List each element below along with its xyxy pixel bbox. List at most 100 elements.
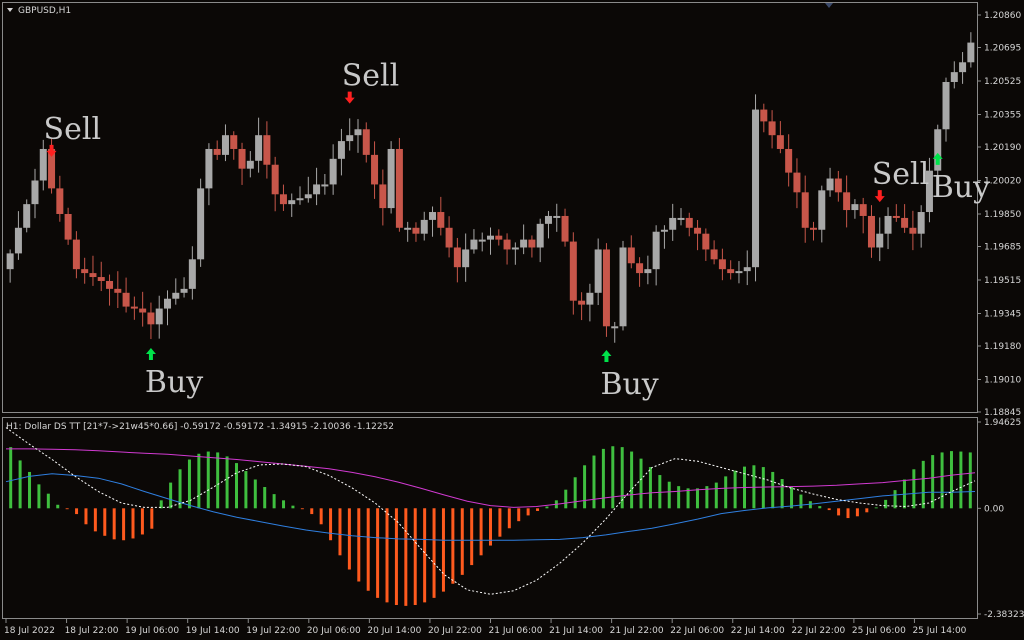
candle-body — [122, 292, 130, 307]
candle-body — [329, 158, 337, 185]
candle-body — [677, 217, 685, 220]
candle — [56, 175, 64, 222]
candle — [139, 291, 147, 327]
candle — [710, 240, 718, 265]
candle-body — [743, 267, 751, 272]
candle — [197, 178, 205, 267]
candle — [677, 208, 685, 226]
candle-body — [14, 227, 22, 254]
candle-body — [544, 215, 552, 224]
candle-body — [735, 271, 743, 274]
time-tick-label: 20 Jul 06:00 — [307, 626, 361, 636]
price-tick-label: 1.19850 — [984, 210, 1021, 220]
candle — [362, 122, 370, 163]
candle — [114, 271, 122, 308]
candle — [296, 186, 304, 205]
candle — [752, 94, 760, 282]
candle-body — [130, 306, 138, 309]
buy-label: Buy — [145, 365, 203, 400]
candle — [793, 158, 801, 209]
candle — [876, 217, 884, 262]
candle — [826, 167, 834, 197]
candle — [122, 277, 130, 313]
candle — [810, 221, 817, 241]
candle — [371, 141, 379, 199]
candle — [379, 169, 387, 226]
candle-body — [669, 217, 677, 230]
candle-body — [520, 239, 528, 248]
candle — [412, 222, 420, 242]
candle-body — [164, 298, 171, 309]
candle-body — [834, 178, 842, 193]
candle — [487, 227, 494, 255]
indicator-tick-label: 1.94625 — [984, 418, 1021, 428]
candle-body — [230, 135, 238, 149]
price-tick-label: 1.19685 — [984, 243, 1021, 253]
price-axis: 1.20860 1.20695 1.20525 1.20355 1.20190 1.200… — [977, 11, 1021, 418]
time-axis: 18 Jul 2022 18 Jul 22:00 19 Jul 06:00 19 Ju… — [4, 619, 967, 636]
candle — [801, 175, 809, 243]
price-tick-label: 1.19010 — [984, 375, 1021, 385]
candle-body — [867, 215, 875, 248]
candle-body — [321, 184, 329, 187]
time-tick-label: 18 Jul 2022 — [4, 626, 55, 636]
candle-body — [395, 148, 403, 228]
candle-body — [362, 129, 370, 155]
candle — [97, 261, 105, 292]
candle-body — [727, 269, 735, 274]
indicator-label: H1: Dollar DS TT [21*7->21w45*0.66] -0.5… — [6, 422, 394, 432]
time-tick-label: 21 Jul 14:00 — [549, 626, 603, 636]
candle-body — [213, 148, 221, 155]
time-tick-label: 25 Jul 06:00 — [852, 626, 906, 636]
candle-body — [445, 227, 453, 248]
candle — [346, 118, 354, 151]
candle — [859, 197, 867, 234]
candle-body — [594, 249, 602, 293]
candle — [785, 134, 793, 187]
candle-body — [313, 184, 321, 195]
sell-arrow-icon — [874, 190, 885, 203]
candle-body — [6, 253, 14, 270]
candle — [652, 225, 660, 286]
candle — [892, 204, 900, 222]
candle-body — [611, 326, 619, 329]
window-menu-icon[interactable] — [7, 8, 13, 12]
candle — [89, 255, 97, 286]
candle — [337, 128, 345, 176]
candle-body — [263, 135, 271, 165]
candle-body — [371, 154, 379, 185]
candle-body — [660, 229, 668, 232]
time-tick-label: 19 Jul 22:00 — [246, 626, 300, 636]
price-tick-label: 1.20190 — [984, 143, 1021, 153]
candle — [313, 167, 321, 206]
candle-body — [495, 235, 503, 240]
candle — [511, 242, 519, 265]
candle — [611, 321, 619, 343]
candle-body — [379, 184, 387, 209]
candle — [503, 233, 511, 265]
candle-body — [569, 241, 577, 301]
buy-label: Buy — [932, 170, 990, 205]
candle-body — [147, 312, 155, 325]
candle — [478, 232, 486, 252]
candle-body — [561, 215, 569, 242]
candle — [213, 140, 221, 160]
candle-body — [578, 300, 586, 305]
time-tick-label: 18 Jul 22:00 — [65, 626, 119, 636]
candle-body — [636, 263, 644, 274]
shift-marker-icon[interactable] — [825, 3, 833, 8]
candle — [180, 277, 188, 298]
candle-body — [718, 259, 726, 270]
buy-label: Buy — [600, 367, 658, 402]
candle-body — [768, 121, 776, 136]
time-tick-label: 22 Jul 22:00 — [791, 626, 845, 636]
candle-body — [296, 198, 304, 201]
candle — [834, 170, 842, 202]
buy-arrow-icon — [601, 349, 612, 362]
candle — [387, 141, 395, 214]
candle — [437, 196, 445, 236]
candle-body — [304, 194, 312, 199]
candle — [520, 224, 528, 255]
